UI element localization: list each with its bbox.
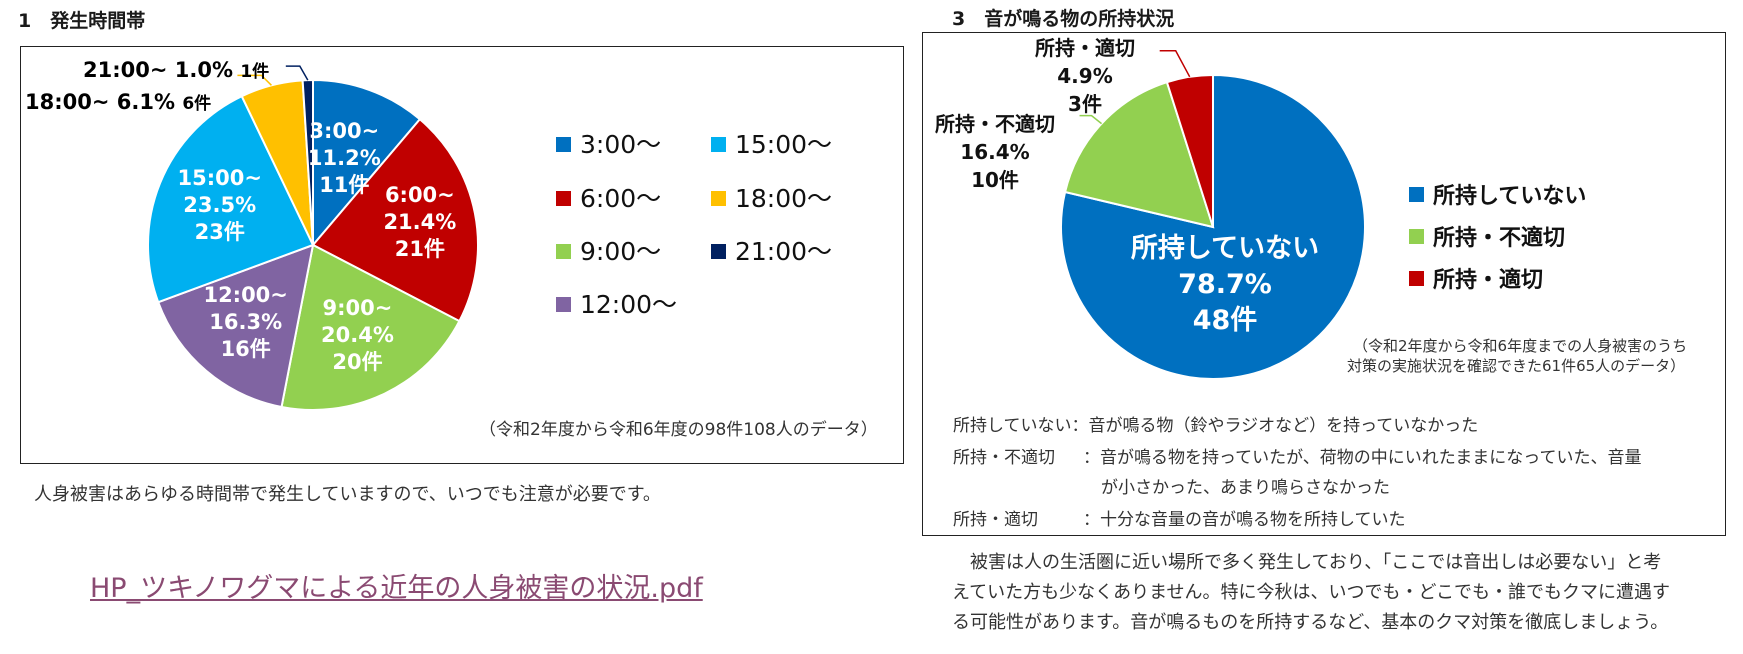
time-slice-label-5: 15:00~ 23.5% 23件 xyxy=(177,166,261,244)
time-slice-4 xyxy=(156,243,315,409)
sound-legend-label-2: 所持・不適切 xyxy=(1433,225,1565,251)
time-legend-swatch-4 xyxy=(711,191,726,206)
sound-leader-3 xyxy=(1159,50,1191,78)
time-legend-label-1: 3:00〜 xyxy=(580,130,661,159)
sound-slice-2 xyxy=(1063,80,1215,229)
time-pie-chart: 3:00~ 11.2% 11件 6:00~ 21.4% 21件 9:00~ 20.4% 20件 1… xyxy=(25,58,832,411)
time-slice-1 xyxy=(312,78,422,248)
time-legend-swatch-2 xyxy=(711,137,726,152)
time-legend-swatch-6 xyxy=(711,244,726,259)
time-legend-swatch-3 xyxy=(556,191,571,206)
time-leader-18 xyxy=(237,74,272,86)
definition-sep: ： xyxy=(1083,510,1100,530)
definition-row-2: 所持・不適切 ：音が鳴る物を持っていたが、荷物の中にいれたままになっていた、音量 xyxy=(953,443,1641,468)
sound-slice-label-1: 所持していない 78.7% 48件 xyxy=(1131,233,1319,336)
sound-outer-label-2: 所持・不適切 16.4% 10件 xyxy=(935,112,1055,192)
pdf-link[interactable]: HP_ツキノワグマによる近年の人身被害の状況.pdf xyxy=(90,573,703,604)
definition-text: 十分な音量の音が鳴る物を所持していた xyxy=(1100,510,1406,530)
time-leader-21 xyxy=(285,65,309,81)
time-legend-swatch-5 xyxy=(556,244,571,259)
left-caption: 人身被害はあらゆる時間帯で発生していますので、いつでも注意が必要です。 xyxy=(34,484,661,505)
left-data-note: （令和2年度から令和6年度の98件108人のデータ） xyxy=(479,420,878,440)
time-legend-swatch-1 xyxy=(556,137,571,152)
time-legend-label-5: 9:00〜 xyxy=(580,237,661,266)
time-legend-label-7: 12:00〜 xyxy=(580,290,677,319)
time-slice-3 xyxy=(280,243,461,411)
time-slice-label-3: 9:00~ 20.4% 20件 xyxy=(321,296,394,374)
sound-legend-swatch-2 xyxy=(1409,229,1424,244)
body-line-3: る可能性があります。音が鳴るものを所持するなど、基本のクマ対策を徹底しましょう。 xyxy=(952,612,1669,633)
definition-term: 所持していない xyxy=(953,416,1072,436)
time-outer-label-21: 21:00~ 1.0% 1件 xyxy=(83,58,269,82)
right-chart-frame: 所持していない 78.7% 48件 所持・不適切 16.4% 10件 所持・適切 4.9% 3件… xyxy=(922,32,1726,536)
definition-sep: ： xyxy=(1083,448,1100,468)
left-chart-frame: 3:00~ 11.2% 11件 6:00~ 21.4% 21件 9:00~ 20.4% 20件 1… xyxy=(20,46,904,464)
time-legend-label-3: 6:00〜 xyxy=(580,184,661,213)
definition-row-2-cont: が小さかった、あまり鳴らさなかった xyxy=(1101,478,1390,498)
body-line-2: えていた方も少なくありません。特に今秋は、いつでも・どこでも・誰でもクマに遭遇す xyxy=(952,582,1671,603)
right-data-note-1: （令和2年度から令和6年度までの人身被害のうち xyxy=(1353,337,1688,355)
left-section-title: 1 発生時間帯 xyxy=(18,10,146,32)
sound-leader-2 xyxy=(1079,114,1103,125)
definition-row-1: 所持していない：音が鳴る物（鈴やラジオなど）を持っていなかった xyxy=(953,411,1478,436)
definition-text: 音が鳴る物（鈴やラジオなど）を持っていなかった xyxy=(1088,416,1479,436)
definition-term: 所持・適切 xyxy=(953,510,1038,530)
right-data-note-2: 対策の実施状況を確認できた61件65人のデータ） xyxy=(1347,357,1686,375)
time-slice-label-2: 6:00~ 21.4% 21件 xyxy=(383,183,456,261)
sound-legend-swatch-1 xyxy=(1409,187,1424,202)
time-slice-2 xyxy=(311,117,479,323)
sound-legend-label-3: 所持・適切 xyxy=(1433,267,1543,293)
definition-term: 所持・不適切 xyxy=(953,448,1055,468)
sound-legend-swatch-3 xyxy=(1409,271,1424,286)
definition-row-3: 所持・適切 ：十分な音量の音が鳴る物を所持していた xyxy=(953,505,1406,530)
definition-text: 音が鳴る物を持っていたが、荷物の中にいれたままになっていた、音量 xyxy=(1100,448,1642,468)
time-legend-label-4: 18:00〜 xyxy=(735,184,832,213)
sound-outer-label-3: 所持・適切 4.9% 3件 xyxy=(1035,36,1135,116)
body-line-1: 被害は人の生活圏に近い場所で多く発生しており、「ここでは音出しは必要ない」と考 xyxy=(970,552,1662,573)
time-outer-label-18: 18:00~ 6.1% 6件 xyxy=(25,90,211,114)
sound-slice-3 xyxy=(1165,73,1214,228)
time-slice-label-4: 12:00~ 16.3% 16件 xyxy=(203,283,287,361)
definition-sep: ： xyxy=(1071,416,1089,436)
time-slice-label-1: 3:00~ 11.2% 11件 xyxy=(308,119,381,197)
time-legend-swatch-7 xyxy=(556,297,571,312)
time-legend-label-6: 21:00〜 xyxy=(735,237,832,266)
sound-legend-label-1: 所持していない xyxy=(1433,184,1586,209)
time-legend-label-2: 15:00〜 xyxy=(735,130,832,159)
time-slice-5 xyxy=(147,94,315,304)
right-section-title: 3 音が鳴る物の所持状況 xyxy=(952,8,1175,30)
